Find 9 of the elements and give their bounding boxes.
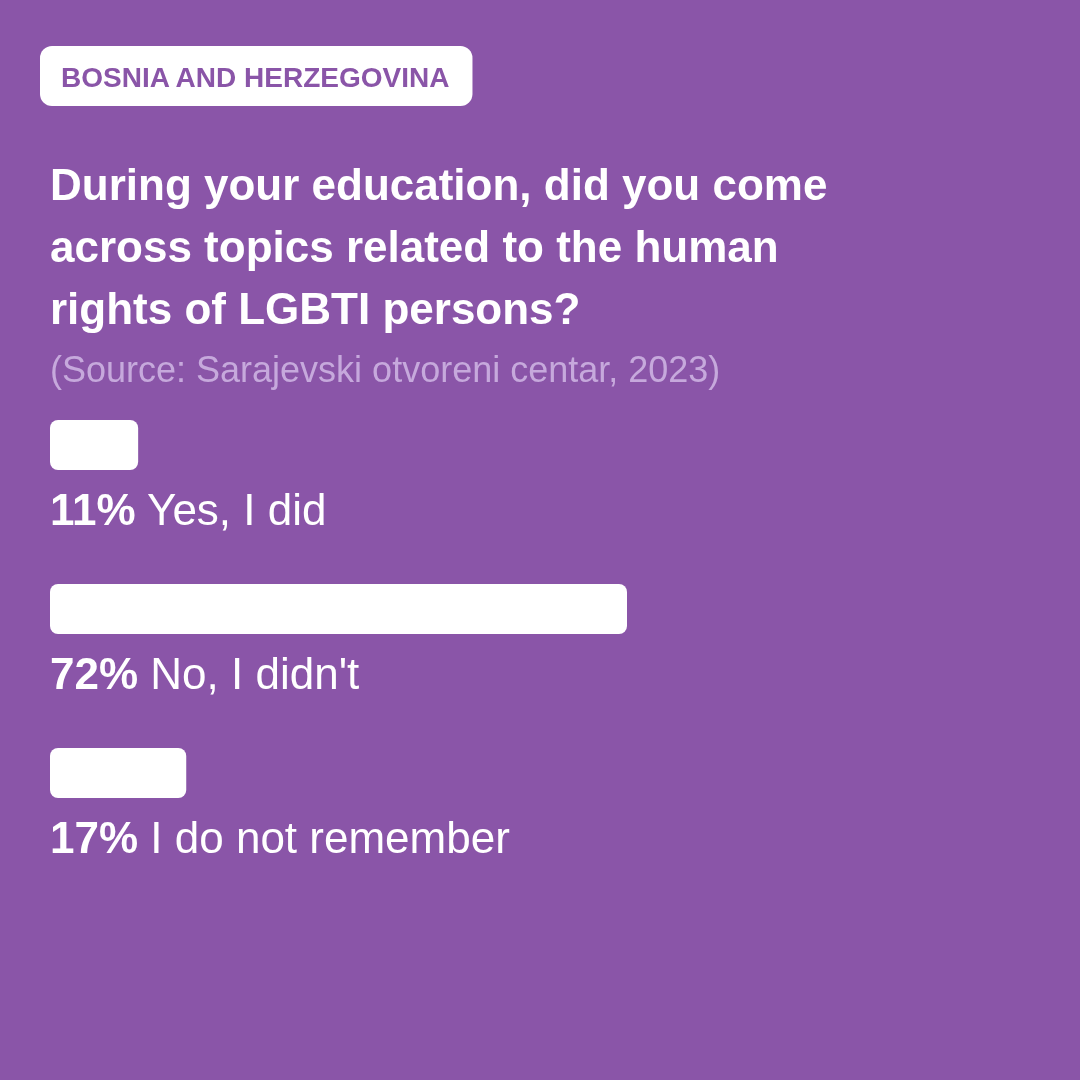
data-label: 11% (50, 485, 136, 534)
chart-title: During your education, did you come across topics related to the human rights of LGBTI persons? (50, 160, 828, 333)
text: (Source: Sarajevski otvoreni centar, 2023) (50, 349, 721, 390)
y-tick-label: Yes, I did (135, 485, 327, 534)
y-tick-label: No, I didn't (138, 649, 360, 698)
chart-subtitle: BOSNIA AND HERZEGOVINA (61, 62, 450, 93)
data-label: 17% (50, 813, 139, 862)
data-label: 72% (50, 649, 139, 698)
y-tick-label: I do not remember (138, 813, 510, 862)
